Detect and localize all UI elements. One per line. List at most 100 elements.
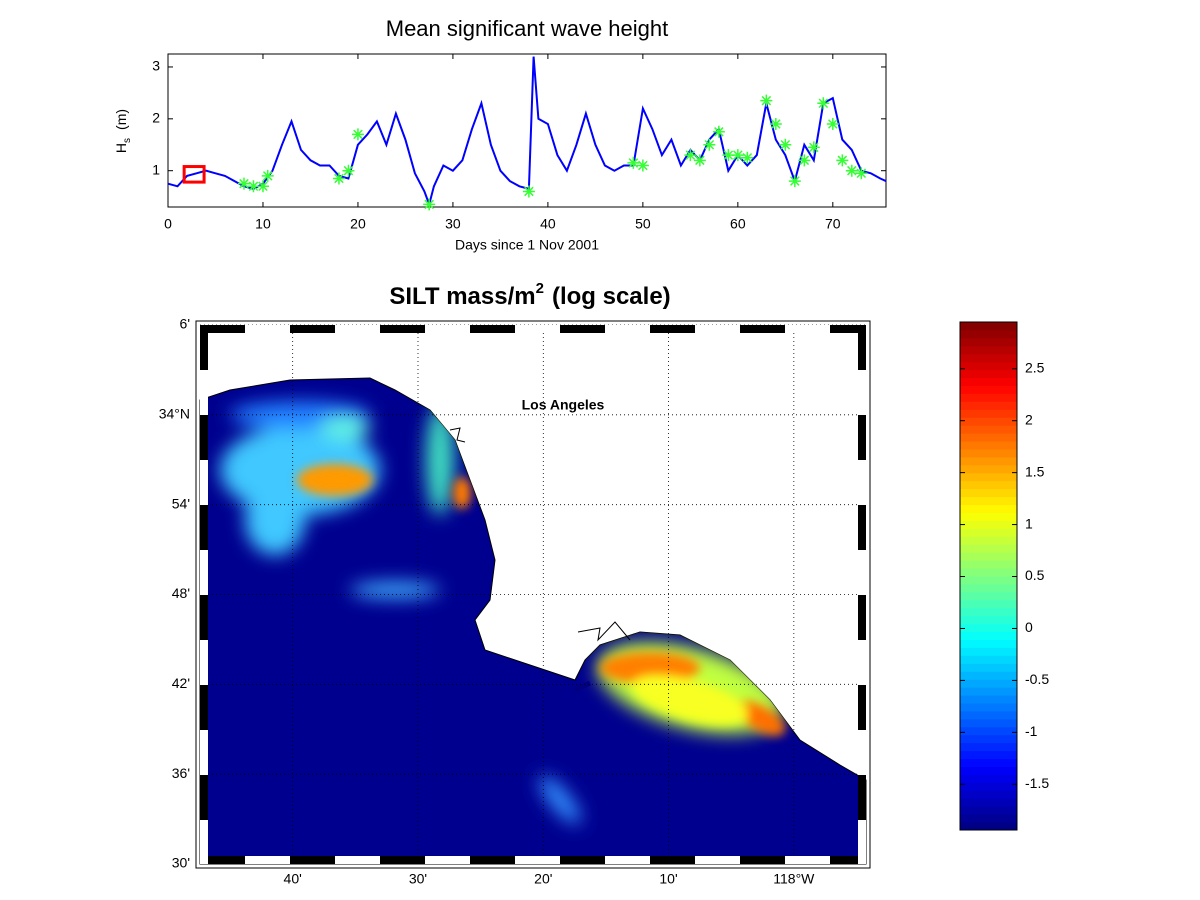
- y-tick-label: 54': [172, 495, 190, 511]
- star-marker: [788, 175, 801, 188]
- colorbar-band: [960, 647, 1017, 656]
- colorbar-band: [960, 583, 1017, 593]
- map-frame: [195, 320, 871, 869]
- colorbar-band: [960, 536, 1017, 545]
- colorbar-band: [960, 663, 1017, 672]
- star-marker: [332, 172, 345, 185]
- colorbar-band: [960, 472, 1017, 482]
- colorbar-band: [960, 806, 1017, 815]
- y-tick-label: 1: [152, 161, 160, 177]
- colorbar-band: [960, 822, 1017, 831]
- colorbar-band: [960, 528, 1017, 537]
- colorbar-band: [960, 329, 1017, 339]
- colorbar-band: [960, 449, 1017, 458]
- star-marker: [237, 177, 250, 190]
- x-tick-label: 40': [284, 871, 302, 887]
- colorbar-tick-label: -1.5: [1025, 775, 1049, 791]
- colorbar-band: [960, 552, 1017, 561]
- colorbar-band: [960, 393, 1017, 402]
- y-tick-label: 3: [152, 58, 160, 74]
- colorbar-band: [960, 790, 1017, 799]
- colorbar-band: [960, 607, 1017, 617]
- star-marker: [703, 138, 716, 151]
- map-title-main: SILT mass/m: [389, 283, 535, 310]
- y-tick-label: 42': [172, 675, 190, 691]
- colorbar-tick-label: 1: [1025, 515, 1033, 531]
- colorbar-band: [960, 337, 1017, 347]
- map-title-rest: (log scale): [552, 283, 671, 310]
- colorbar-band: [960, 687, 1017, 696]
- star-marker: [351, 128, 364, 141]
- colorbar-tick-label: 0.5: [1025, 567, 1045, 583]
- colorbar-band: [960, 710, 1017, 720]
- star-marker: [693, 154, 706, 167]
- colorbar-band: [960, 369, 1017, 379]
- x-tick-label: 118°W: [773, 871, 815, 887]
- colorbar-band: [960, 734, 1017, 744]
- colorbar-band: [960, 568, 1017, 577]
- star-marker: [769, 118, 782, 131]
- colorbar-band: [960, 671, 1017, 680]
- star-marker: [423, 198, 436, 211]
- star-marker: [760, 94, 773, 107]
- colorbar-band: [960, 520, 1017, 529]
- colorbar-band: [960, 623, 1017, 633]
- x-tick-label: 0: [164, 216, 172, 232]
- star-marker: [342, 164, 355, 177]
- y-tick-label: 36': [172, 765, 190, 781]
- colorbar-band: [960, 639, 1017, 648]
- colorbar-band: [960, 703, 1017, 712]
- colorbar-band: [960, 441, 1017, 450]
- colorbar-band: [960, 480, 1017, 490]
- colorbar-band: [960, 512, 1017, 521]
- colorbar-band: [960, 544, 1017, 553]
- star-marker: [247, 180, 260, 193]
- x-tick-label: 20: [350, 216, 366, 232]
- star-marker: [712, 125, 725, 138]
- y-label-unit: (m): [113, 109, 129, 130]
- harbor: [573, 680, 592, 693]
- colorbar-band: [960, 464, 1017, 474]
- colorbar-band: [960, 377, 1017, 386]
- y-tick-label: 48': [172, 585, 190, 601]
- colorbar-band: [960, 496, 1017, 506]
- colorbar-band: [960, 655, 1017, 664]
- x-tick-label: 30': [409, 871, 427, 887]
- colorbar-tick-label: -1: [1025, 723, 1038, 739]
- star-marker: [261, 169, 274, 182]
- silt-field: [220, 401, 785, 824]
- colorbar-band: [960, 417, 1017, 426]
- colorbar-band: [960, 322, 1017, 331]
- line-title: Mean significant wave height: [386, 16, 669, 41]
- colorbar-band: [960, 353, 1017, 363]
- colorbar-band: [960, 409, 1017, 418]
- x-tick-label: 70: [825, 216, 841, 232]
- star-marker: [807, 141, 820, 154]
- y-axis-label: Hs (m): [113, 109, 133, 153]
- star-marker: [722, 149, 735, 162]
- coast-detail: [577, 621, 631, 642]
- plot-frame: [167, 53, 887, 208]
- colorbar-band: [960, 750, 1017, 760]
- colorbar-band: [960, 758, 1017, 767]
- colorbar-tick-label: 2: [1025, 411, 1033, 427]
- colorbar-tick-label: -0.5: [1025, 671, 1049, 687]
- x-tick-label: 30: [445, 216, 461, 232]
- colorbar-band: [960, 401, 1017, 410]
- colorbar-band: [960, 631, 1017, 640]
- colorbar-band: [960, 679, 1017, 688]
- x-tick-label: 60: [730, 216, 746, 232]
- x-tick-label: 50: [635, 216, 651, 232]
- star-marker: [817, 97, 830, 110]
- colorbar-band: [960, 504, 1017, 513]
- colorbar-band: [960, 742, 1017, 752]
- colorbar-band: [960, 726, 1017, 736]
- colorbar-band: [960, 591, 1017, 601]
- x-tick-label: 10: [255, 216, 271, 232]
- star-marker: [741, 151, 754, 164]
- star-marker: [855, 167, 868, 180]
- city-label: Los Angeles: [522, 397, 605, 413]
- colorbar-tick-label: 0: [1025, 619, 1033, 635]
- y-tick-label: 6': [180, 316, 190, 332]
- x-tick-label: 20': [534, 871, 552, 887]
